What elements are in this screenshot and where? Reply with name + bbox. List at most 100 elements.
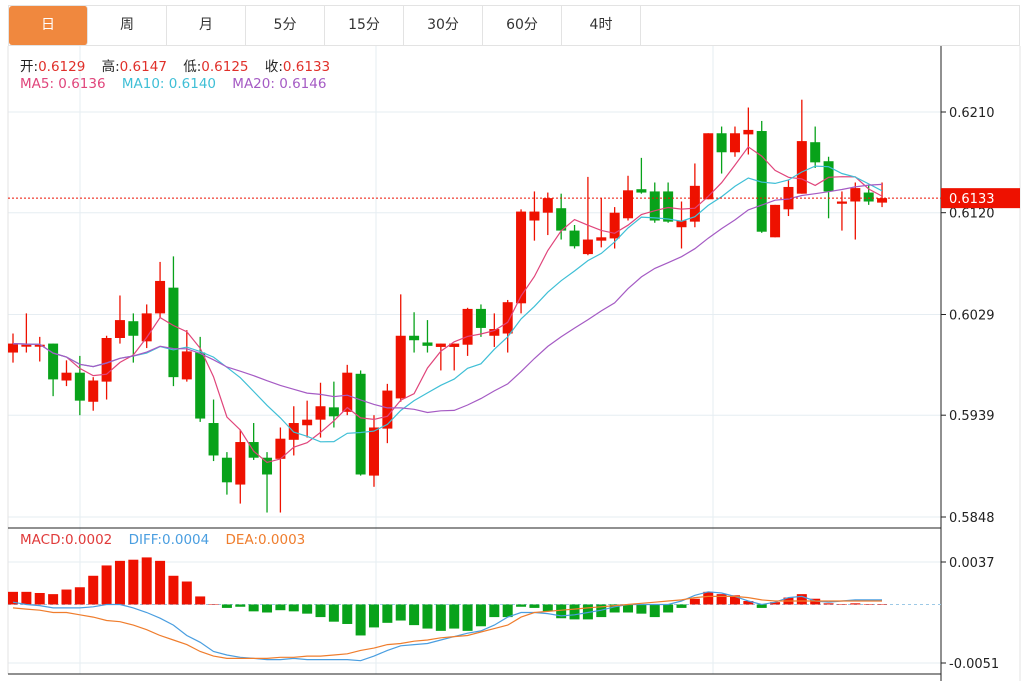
candle-body	[850, 188, 861, 202]
dea-value: 0.0003	[258, 532, 306, 548]
candle-body	[863, 192, 874, 202]
candle	[863, 184, 874, 205]
candle	[422, 320, 433, 353]
high-label: 高:	[101, 59, 120, 75]
candle	[409, 312, 420, 353]
ma-legend: MA5: 0.6136 MA10: 0.6140 MA20: 0.6146	[20, 76, 338, 92]
candle	[556, 193, 567, 240]
macd-bar	[716, 594, 727, 605]
candle-body	[729, 133, 740, 153]
candle	[729, 126, 740, 157]
macd-bar	[368, 604, 379, 628]
candle-body	[48, 343, 59, 380]
price-tick-label: 0.6120	[949, 207, 995, 222]
candle	[810, 126, 821, 168]
candle-body	[703, 133, 714, 200]
candle-body	[395, 335, 406, 399]
close-value: 0.6133	[282, 59, 331, 75]
macd-bar	[395, 604, 406, 621]
candle-body	[342, 372, 353, 412]
macd-bar	[355, 604, 366, 636]
macd-bar	[542, 604, 553, 612]
dea-label: DEA:	[225, 532, 259, 548]
candle	[208, 399, 219, 462]
candle	[342, 364, 353, 416]
tab-5min[interactable]: 5分	[246, 6, 325, 45]
candle	[796, 99, 807, 194]
macd-bar	[850, 603, 861, 605]
candle	[435, 343, 446, 371]
candle-body	[114, 320, 125, 338]
candle	[395, 294, 406, 402]
candle	[462, 307, 473, 356]
macd-bar	[877, 604, 888, 605]
macd-bar	[181, 581, 192, 605]
tab-15min[interactable]: 15分	[325, 6, 404, 45]
macd-bar	[649, 604, 660, 618]
macd-bar	[315, 604, 326, 618]
macd-bar	[823, 603, 834, 605]
candle-body	[475, 308, 486, 328]
price-tick-label: 0.6029	[949, 309, 995, 324]
macd-bar	[155, 560, 166, 605]
macd-bar	[128, 559, 139, 605]
candle	[836, 191, 847, 231]
macd-bar	[863, 604, 874, 605]
candle-body	[823, 161, 834, 192]
macd-bar	[88, 575, 99, 605]
tab-month[interactable]: 月	[167, 6, 246, 45]
tab-30min[interactable]: 30分	[404, 6, 483, 45]
macd-bar	[435, 604, 446, 631]
macd-bar	[449, 604, 460, 629]
candle	[355, 370, 366, 476]
macd-bar	[636, 604, 647, 614]
macd-bar	[729, 595, 740, 605]
macd-bar	[114, 560, 125, 605]
candle	[114, 295, 125, 344]
tab-week[interactable]: 周	[88, 6, 167, 45]
macd-bar	[796, 594, 807, 605]
open-label: 开:	[20, 59, 39, 75]
candle	[756, 120, 767, 233]
candle-body	[409, 335, 420, 341]
candle	[716, 126, 727, 174]
ma10-value: MA10: 0.6140	[121, 76, 216, 92]
tab-60min[interactable]: 60分	[483, 6, 562, 45]
low-value: 0.6125	[201, 59, 249, 75]
candle	[703, 133, 714, 200]
macd-bar	[529, 604, 540, 608]
candle-body	[676, 220, 687, 228]
candle-body	[208, 423, 219, 456]
candle-body	[262, 457, 273, 475]
candle	[101, 335, 112, 400]
tab-day[interactable]: 日	[9, 6, 88, 45]
candle	[248, 423, 259, 460]
candle-body	[649, 191, 660, 221]
candle-body	[302, 419, 313, 426]
candle-body	[489, 329, 500, 336]
macd-label: MACD:	[20, 532, 66, 548]
tab-4hour[interactable]: 4时	[562, 6, 641, 45]
candle-body	[609, 212, 620, 239]
candle-body	[101, 337, 112, 382]
price-tick-label: 0.5848	[949, 511, 995, 526]
macd-bar	[21, 591, 32, 605]
last-price-badge	[941, 188, 1020, 209]
candle	[48, 343, 59, 397]
candle-body	[315, 406, 326, 420]
macd-bar	[756, 604, 767, 608]
macd-legend: MACD:0.0002 DIFF:0.0004 DEA:0.0003	[20, 532, 317, 548]
ma20-line	[12, 183, 883, 414]
candle-body	[8, 343, 18, 353]
candle-body	[141, 313, 152, 342]
candle	[302, 400, 313, 438]
candle-body	[221, 457, 232, 483]
macd-bar	[836, 604, 847, 605]
macd-bar	[235, 604, 246, 607]
candle-body	[636, 189, 647, 193]
candle-body	[328, 407, 339, 417]
macd-bar	[556, 604, 567, 619]
candle-body	[689, 185, 700, 222]
macd-value: 0.0002	[65, 532, 113, 548]
